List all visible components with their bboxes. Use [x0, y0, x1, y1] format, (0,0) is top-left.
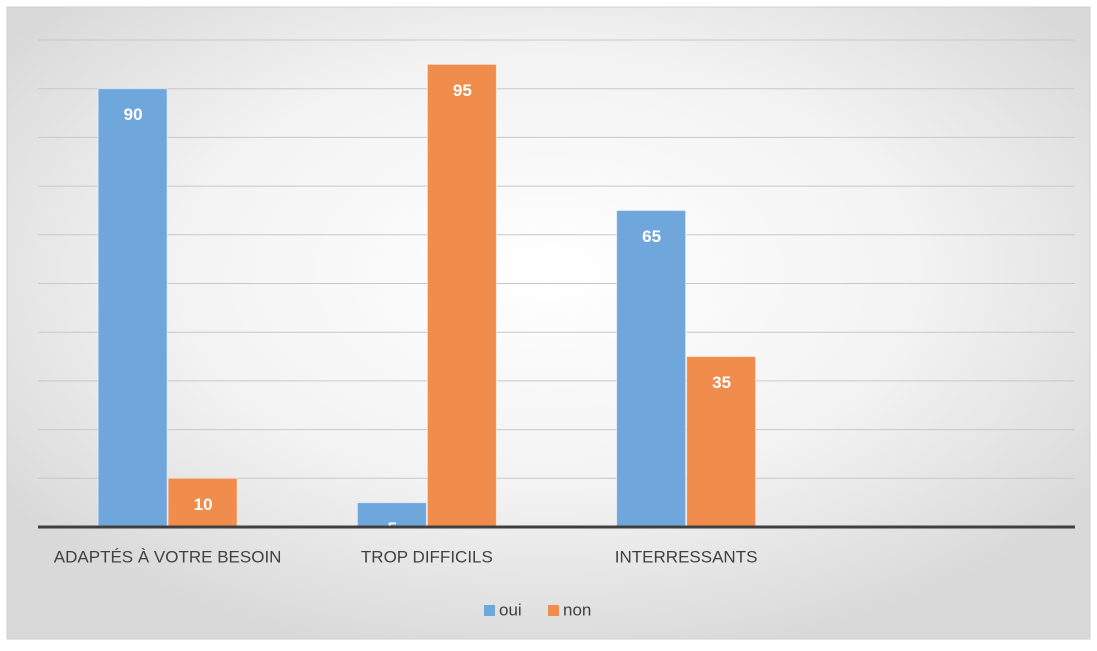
bar [426, 63, 497, 528]
bars [97, 63, 757, 528]
x-tick-label: ADAPTÉS À VOTRE BESOIN [54, 547, 282, 566]
data-label: 65 [642, 227, 661, 246]
data-label: 95 [453, 81, 472, 100]
legend-swatch [484, 605, 495, 616]
data-label: 90 [124, 105, 143, 124]
legend-label: oui [499, 600, 522, 619]
x-tick-label: TROP DIFFICILS [361, 547, 493, 566]
legend-label: non [563, 600, 591, 619]
x-tick-label: INTERRESSANTS [615, 547, 758, 566]
bar [97, 88, 168, 528]
data-labels: 90 10 5 95 65 35 [124, 81, 731, 538]
bar [356, 502, 427, 528]
bar [616, 209, 687, 528]
bar [167, 477, 238, 528]
data-label: 10 [194, 495, 213, 514]
chart-background [6, 6, 1091, 640]
legend-swatch [548, 605, 559, 616]
data-label: 5 [388, 519, 397, 538]
data-label: 35 [712, 373, 731, 392]
bar [686, 356, 757, 528]
